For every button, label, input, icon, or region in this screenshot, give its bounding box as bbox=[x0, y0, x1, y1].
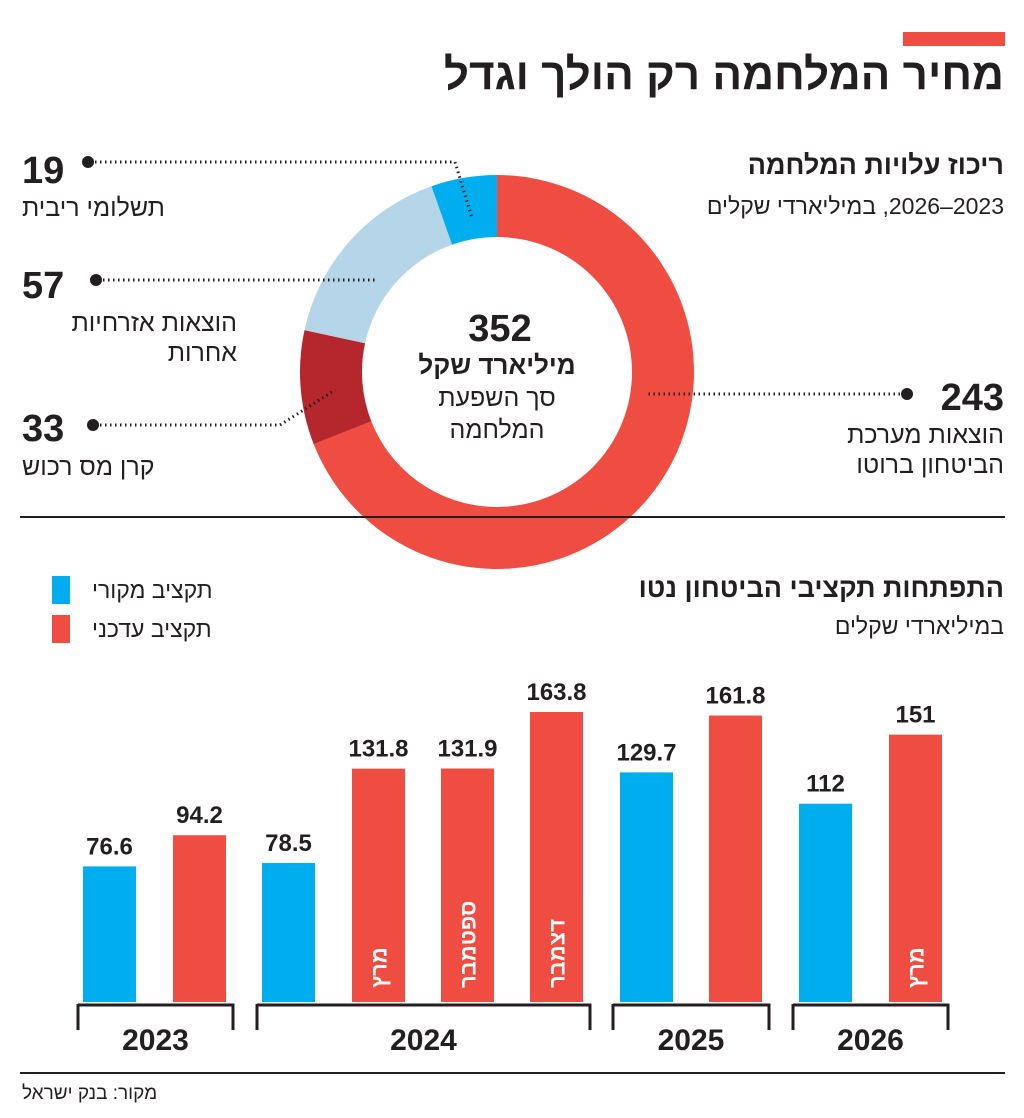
legend-item-updated: תקציב עדכני bbox=[52, 615, 212, 643]
year-label: 2026 bbox=[837, 1024, 904, 1057]
donut-slice bbox=[313, 175, 694, 569]
donut-slice bbox=[431, 175, 497, 245]
bar-value-label: 131.8 bbox=[348, 736, 408, 763]
year-bracket bbox=[611, 1003, 771, 1030]
year-bracket bbox=[255, 1003, 592, 1030]
bar bbox=[173, 835, 226, 1002]
leader-dot bbox=[87, 419, 99, 431]
leader-line bbox=[95, 160, 474, 219]
source-note: מקור: בנק ישראל bbox=[22, 1083, 158, 1104]
legend-label: תקציב מקורי bbox=[92, 576, 213, 603]
callout-value-property-tax: 33 bbox=[22, 408, 65, 450]
bar-value-label: 151 bbox=[895, 702, 935, 729]
donut-slice bbox=[299, 330, 372, 445]
bar-value-label: 76.6 bbox=[86, 833, 133, 860]
year-bracket bbox=[76, 1003, 235, 1030]
year-label: 2023 bbox=[122, 1024, 189, 1057]
callout-label-interest: תשלומי ריבית bbox=[22, 194, 165, 222]
bar-period-label: מרץ bbox=[367, 947, 392, 988]
donut-chart bbox=[82, 156, 913, 569]
donut-subheading: 2023–2026, במיליארדי שקלים bbox=[706, 193, 1004, 219]
callout-label-property-tax: קרן מס רכוש bbox=[22, 453, 155, 481]
bar-heading: התפתחות תקציבי הביטחון נטו bbox=[638, 573, 1004, 603]
bar bbox=[352, 768, 405, 1002]
donut-slice bbox=[304, 186, 453, 344]
legend-item-original: תקציב מקורי bbox=[52, 576, 213, 604]
callout-value-civil: 57 bbox=[22, 265, 65, 307]
bar bbox=[83, 866, 136, 1002]
year-label: 2024 bbox=[390, 1024, 457, 1057]
bar-value-label: 94.2 bbox=[176, 802, 223, 829]
leader-dot bbox=[82, 156, 94, 168]
footer-divider bbox=[20, 1072, 1005, 1074]
leader-dot bbox=[90, 274, 102, 286]
callout-label-civil: הוצאות אזרחיות אחרות bbox=[71, 309, 237, 367]
legend-label: תקציב עדכני bbox=[92, 615, 212, 642]
legend-swatch-blue bbox=[52, 576, 70, 604]
title-accent-bar bbox=[903, 32, 1005, 46]
legend-swatch-red bbox=[52, 615, 70, 643]
donut-center-caption: סך השפעת bbox=[438, 384, 556, 412]
callout-value-defense: 243 bbox=[940, 377, 1004, 419]
year-label: 2025 bbox=[658, 1024, 725, 1057]
donut-center-value: 352 bbox=[468, 308, 532, 350]
callout-value-interest: 19 bbox=[22, 150, 65, 192]
bar bbox=[709, 715, 762, 1002]
bar-value-label: 78.5 bbox=[265, 830, 312, 857]
bar bbox=[441, 768, 494, 1002]
bar-value-label: 112 bbox=[806, 771, 845, 798]
callout-label-defense: הוצאות מערכת הביטחון ברוטו bbox=[847, 421, 1004, 479]
bar-period-label: ספטמבר bbox=[456, 901, 481, 988]
bar bbox=[889, 734, 942, 1002]
bar-subheading: במיליארדי שקלים bbox=[834, 613, 1004, 639]
page-title: מחיר המלחמה רק הולך וגדל bbox=[443, 50, 1004, 99]
bar bbox=[799, 803, 852, 1002]
donut-center-unit: מיליארד שקל bbox=[418, 350, 576, 380]
leader-line bbox=[100, 388, 336, 427]
bar-period-label: דצמבר bbox=[545, 919, 570, 988]
bar-value-label: 161.8 bbox=[705, 683, 765, 710]
donut-center-caption: המלחמה bbox=[449, 416, 545, 444]
bar bbox=[620, 772, 673, 1002]
bar-value-label: 163.8 bbox=[526, 679, 586, 706]
bar bbox=[262, 863, 315, 1002]
leader-dot bbox=[901, 388, 913, 400]
bar-value-label: 131.9 bbox=[437, 735, 497, 762]
donut-heading: ריכוז עלויות המלחמה bbox=[747, 150, 1004, 180]
bar-value-label: 129.7 bbox=[616, 739, 676, 766]
bar-period-label: מרץ bbox=[904, 947, 929, 988]
year-bracket bbox=[791, 1003, 950, 1030]
section-divider bbox=[20, 516, 1005, 518]
bar bbox=[530, 712, 583, 1002]
